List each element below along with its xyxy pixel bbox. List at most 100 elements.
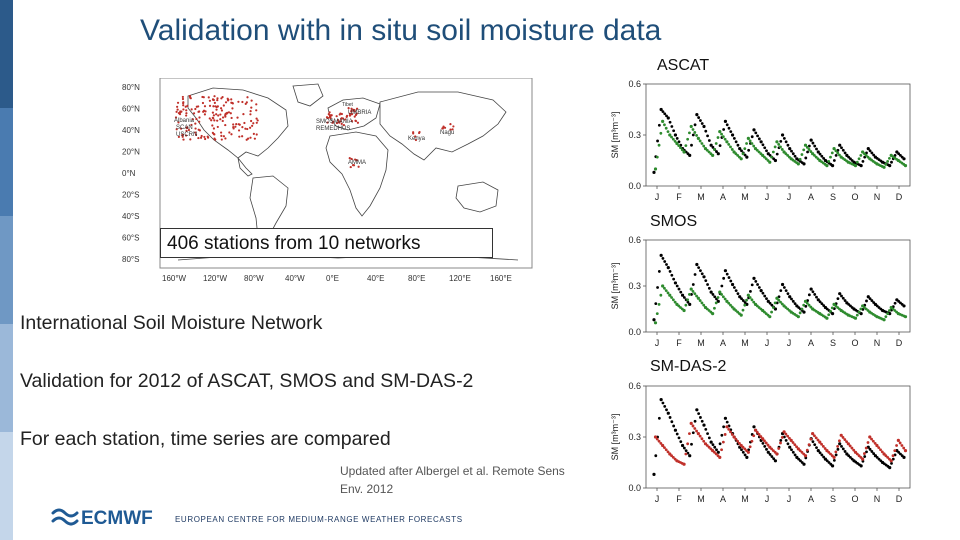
station-dot [414, 138, 418, 142]
station-dot [185, 126, 189, 129]
data-point [773, 301, 777, 305]
data-point [752, 276, 756, 280]
data-point [723, 119, 728, 123]
data-point [698, 139, 702, 143]
data-point [707, 445, 711, 449]
station-dot [188, 95, 192, 98]
data-point [743, 153, 747, 157]
data-point [746, 450, 750, 454]
data-point [720, 293, 723, 296]
data-point [777, 298, 781, 302]
data-point [665, 408, 668, 412]
data-point [798, 157, 802, 161]
data-point [725, 140, 729, 144]
station-dot [224, 115, 227, 118]
station-dot [335, 115, 338, 118]
data-point [688, 302, 692, 306]
data-point [863, 152, 866, 156]
data-point [811, 290, 815, 294]
data-point [816, 449, 820, 453]
data-point [704, 129, 708, 133]
data-point [659, 107, 663, 112]
station-dot [219, 118, 222, 121]
data-point [827, 159, 831, 163]
data-point [689, 421, 693, 425]
station-dot [246, 127, 249, 131]
data-point [670, 420, 674, 424]
data-point [855, 452, 859, 456]
data-point [661, 257, 665, 260]
data-point [900, 444, 904, 447]
data-point [736, 439, 740, 443]
data-point [893, 301, 897, 305]
data-point [843, 151, 847, 155]
data-point [805, 301, 809, 305]
station-dot [174, 116, 178, 119]
x-tick-label: A [720, 494, 726, 504]
data-point [705, 148, 709, 152]
data-point [840, 146, 843, 150]
station-dot [250, 119, 253, 123]
data-point [768, 315, 772, 319]
data-point [652, 318, 656, 322]
data-point [666, 450, 670, 454]
data-point [875, 443, 879, 448]
data-point [740, 149, 743, 153]
data-point [763, 444, 767, 448]
station-dot [338, 121, 341, 124]
data-point [865, 299, 868, 303]
data-point [771, 449, 775, 452]
lon-label: 40°E [367, 274, 384, 283]
data-point [791, 299, 795, 303]
data-point [759, 289, 763, 293]
data-point [655, 312, 659, 315]
data-point [723, 433, 727, 436]
data-point [815, 295, 818, 299]
data-point [836, 447, 840, 451]
station-dot [255, 121, 258, 124]
station-dot [345, 114, 349, 117]
data-point [766, 299, 770, 303]
data-point [721, 440, 725, 444]
data-point [704, 427, 708, 431]
data-point [888, 466, 892, 470]
station-dot [256, 119, 259, 122]
data-point [884, 454, 888, 458]
data-point [897, 450, 901, 454]
data-point [798, 311, 802, 315]
bullet-ismn: International Soil Moisture Network [20, 312, 323, 334]
data-point [706, 432, 709, 435]
data-point [861, 159, 865, 163]
data-point [736, 143, 740, 147]
station-dot [220, 134, 223, 137]
ecmwf-logo[interactable]: ECMWF [50, 505, 160, 529]
data-point [780, 302, 784, 306]
station-dot [175, 110, 178, 113]
data-point [661, 119, 665, 123]
station-dot [187, 128, 191, 132]
station-dot [201, 101, 205, 105]
data-point [686, 300, 690, 304]
data-point [746, 136, 750, 140]
data-point [745, 298, 748, 302]
data-point [670, 125, 674, 128]
data-point [652, 170, 656, 174]
data-point [736, 292, 740, 296]
data-point [730, 433, 734, 436]
data-point [700, 272, 704, 276]
station-dot [232, 123, 235, 126]
x-tick-label: M [697, 338, 705, 348]
data-point [763, 294, 767, 298]
data-point [770, 455, 774, 458]
data-point [670, 296, 673, 299]
network-label: AMMA [348, 160, 366, 166]
data-point [699, 119, 702, 122]
data-point [727, 427, 731, 431]
data-point [875, 456, 879, 459]
data-point [847, 155, 851, 159]
data-point [702, 423, 706, 427]
station-dot [185, 129, 188, 133]
x-tick-label: A [808, 494, 814, 504]
sidebar-block [0, 216, 13, 324]
data-point [711, 312, 715, 316]
